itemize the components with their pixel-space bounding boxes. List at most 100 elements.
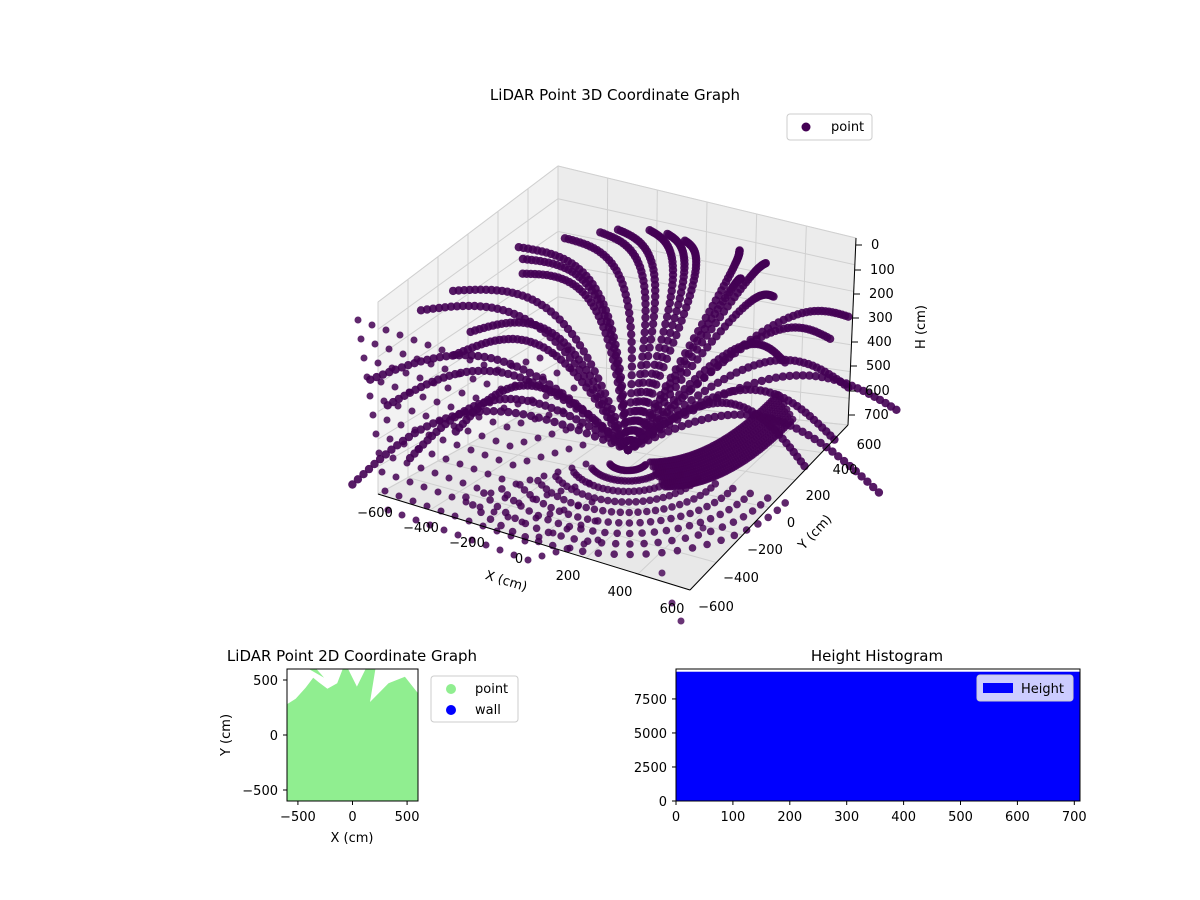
point-marker (811, 372, 820, 381)
point-marker (618, 390, 628, 399)
series-point-2d (287, 669, 418, 801)
point-marker (680, 356, 689, 366)
point-marker (486, 354, 496, 363)
point-marker (523, 457, 531, 465)
point-marker (723, 410, 732, 420)
point-marker (698, 349, 707, 358)
point-marker (670, 371, 680, 380)
point-marker (512, 362, 522, 371)
point-marker (520, 438, 528, 446)
point-marker (481, 451, 489, 459)
point-marker (396, 331, 404, 339)
point-marker (694, 391, 703, 400)
point-marker (442, 352, 451, 361)
point-marker (816, 438, 825, 448)
zlabel-3d: H (cm) (914, 305, 929, 349)
point-marker (510, 551, 518, 559)
point-marker (697, 415, 706, 425)
point-marker (570, 384, 578, 392)
point-marker (591, 425, 600, 435)
point-marker (601, 528, 609, 537)
point-marker (677, 512, 685, 521)
z-tick-3d: 100 (870, 263, 895, 278)
point-marker (369, 411, 377, 419)
z-tick-3d: 400 (867, 335, 892, 350)
point-marker (398, 436, 408, 446)
point-marker (538, 552, 546, 560)
point-marker (456, 460, 464, 468)
point-marker (699, 524, 707, 532)
point-marker (584, 410, 593, 419)
point-marker (371, 340, 379, 348)
point-marker (557, 487, 565, 495)
point-marker (477, 508, 485, 517)
point-marker (458, 301, 468, 311)
point-marker (577, 525, 585, 533)
point-marker (729, 484, 737, 493)
y-tick-3d: −200 (747, 543, 783, 558)
point-marker (646, 496, 654, 505)
point-marker (609, 333, 618, 342)
point-marker (458, 389, 466, 397)
point-marker (509, 461, 517, 469)
point-marker (597, 539, 606, 547)
point-marker (534, 413, 543, 422)
point-marker (614, 356, 623, 365)
point-marker (639, 344, 648, 353)
point-marker (473, 484, 481, 492)
point-marker (625, 498, 633, 506)
point-marker (645, 343, 654, 352)
point-marker (480, 361, 488, 369)
point-marker (756, 501, 765, 509)
z-tick-3d: 500 (866, 359, 891, 374)
point-marker (764, 374, 774, 384)
point-marker (560, 495, 568, 504)
point-marker (619, 399, 629, 408)
point-marker (644, 398, 653, 407)
point-marker (675, 294, 684, 303)
point-marker (590, 367, 599, 376)
point-marker (773, 506, 782, 515)
point-marker (659, 363, 668, 372)
point-marker (574, 426, 583, 435)
point-marker (525, 507, 533, 515)
point-marker (493, 355, 502, 364)
point-marker (467, 446, 475, 454)
point-marker (627, 354, 637, 363)
z-tick-3d: 700 (864, 408, 889, 423)
point-marker (503, 491, 512, 499)
grid-line (377, 198, 559, 330)
point-marker (348, 480, 357, 489)
x-tick-3d: 600 (660, 602, 685, 617)
point-marker (532, 372, 541, 381)
point-marker (422, 412, 430, 420)
point-marker (582, 503, 590, 512)
point-marker (828, 447, 837, 456)
point-marker (845, 461, 855, 471)
point-marker (739, 513, 748, 521)
point-marker (677, 617, 685, 625)
point-marker (522, 358, 530, 366)
point-marker (489, 407, 498, 416)
point-marker (670, 424, 680, 433)
point-marker (657, 430, 666, 439)
point-marker (672, 307, 681, 316)
point-marker (438, 346, 446, 354)
point-marker (412, 516, 420, 524)
x-tick-2d: 500 (395, 810, 420, 825)
point-marker (578, 547, 587, 556)
point-marker (720, 374, 729, 384)
point-marker (579, 347, 588, 356)
y-ticks-2d: −500 0 500 (242, 674, 287, 799)
point-marker (570, 535, 578, 543)
point-marker (658, 407, 667, 417)
point-marker (654, 538, 662, 547)
point-marker (516, 481, 524, 489)
x-tick-3d: 0 (515, 552, 523, 567)
point-marker (662, 312, 672, 321)
point-marker (360, 354, 368, 362)
point-marker (472, 394, 480, 402)
point-marker (729, 518, 738, 526)
